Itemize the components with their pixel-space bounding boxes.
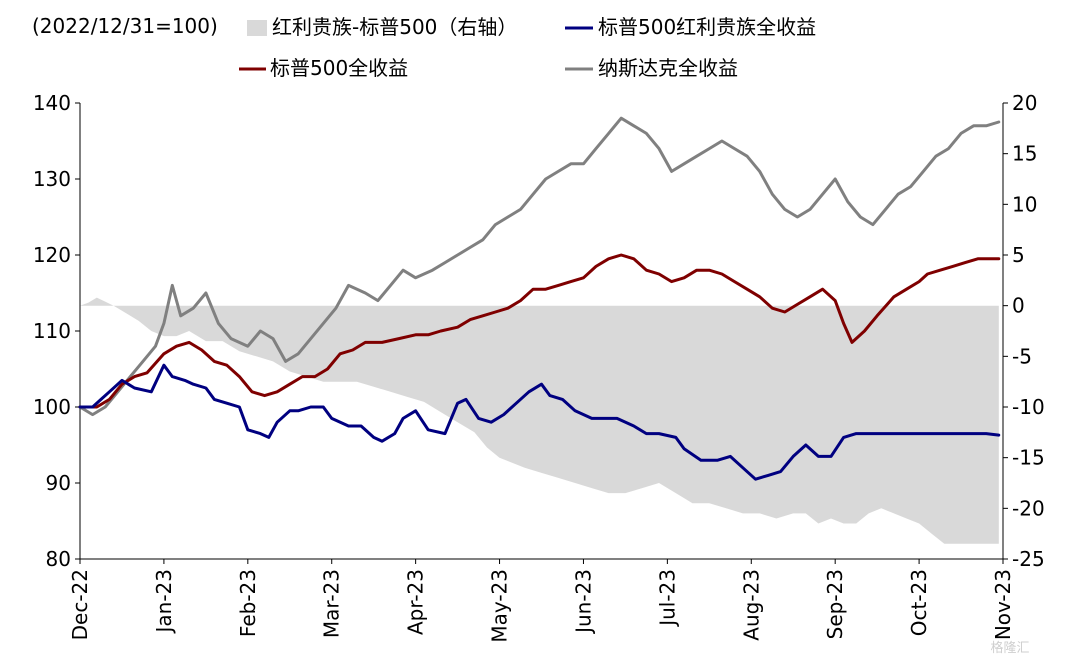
base-note: (2022/12/31=100) bbox=[32, 14, 218, 38]
y-left-tick-label: 80 bbox=[46, 547, 71, 571]
watermark: 格隆汇 bbox=[990, 640, 1029, 656]
y-right-tick-label: -25 bbox=[1012, 547, 1045, 571]
y-left-tick-label: 130 bbox=[33, 167, 71, 191]
x-tick-label: Aug-23 bbox=[739, 569, 763, 641]
series-line-aristocrats bbox=[78, 363, 1001, 481]
y-right-tick-label: -10 bbox=[1012, 395, 1045, 419]
spread-area-layer bbox=[80, 297, 999, 544]
x-tick-label: Mar-23 bbox=[320, 569, 344, 638]
legend: (2022/12/31=100) 红利贵族-标普500（右轴） 标普500红利贵… bbox=[32, 14, 816, 80]
y-right-tick-label: 0 bbox=[1012, 294, 1025, 318]
lines-layer bbox=[78, 116, 1001, 481]
series-line-nasdaq bbox=[78, 116, 1001, 417]
x-tick-label: Jan-23 bbox=[152, 569, 176, 635]
y-right-tick-label: 15 bbox=[1012, 142, 1037, 166]
x-tick-label: Apr-23 bbox=[404, 569, 428, 635]
y-right-tick-label: -20 bbox=[1012, 496, 1045, 520]
series-area-spread bbox=[80, 297, 999, 544]
x-tick-label: Nov-23 bbox=[991, 569, 1015, 640]
y-left-tick-label: 120 bbox=[33, 243, 71, 267]
x-tick-label: Dec-22 bbox=[68, 569, 92, 640]
y-right-tick-label: -15 bbox=[1012, 446, 1045, 470]
legend-label-sp500: 标普500全收益 bbox=[270, 56, 408, 80]
axes-layer: 80 90 100 110 120 130 140 20 15 10 5 0 -5 -10 -15 -20 -2… bbox=[33, 91, 1045, 643]
y-right-tick-label: -5 bbox=[1012, 344, 1032, 368]
x-tick-label: Jul-23 bbox=[655, 569, 679, 628]
legend-label-nasdaq: 纳斯达克全收益 bbox=[598, 56, 738, 80]
y-right-tick-label: 10 bbox=[1012, 192, 1037, 216]
legend-label-aristocrats: 标普500红利贵族全收益 bbox=[598, 15, 816, 39]
y-left-tick-label: 110 bbox=[33, 319, 71, 343]
y-left-tick-label: 100 bbox=[33, 395, 71, 419]
y-right-tick-label: 5 bbox=[1012, 243, 1025, 267]
x-tick-label: Feb-23 bbox=[236, 569, 260, 637]
legend-swatch-spread bbox=[247, 20, 267, 36]
y-right-tick-label: 20 bbox=[1012, 91, 1037, 115]
x-tick-label: May-23 bbox=[488, 569, 512, 643]
x-tick-label: Sep-23 bbox=[823, 569, 847, 639]
series-line-sp500 bbox=[78, 253, 1001, 409]
legend-label-spread: 红利贵族-标普500（右轴） bbox=[272, 15, 517, 39]
x-tick-label: Jun-23 bbox=[572, 569, 596, 635]
y-left-tick-label: 140 bbox=[33, 91, 71, 115]
y-left-tick-label: 90 bbox=[46, 471, 71, 495]
x-tick-label: Oct-23 bbox=[907, 569, 931, 636]
